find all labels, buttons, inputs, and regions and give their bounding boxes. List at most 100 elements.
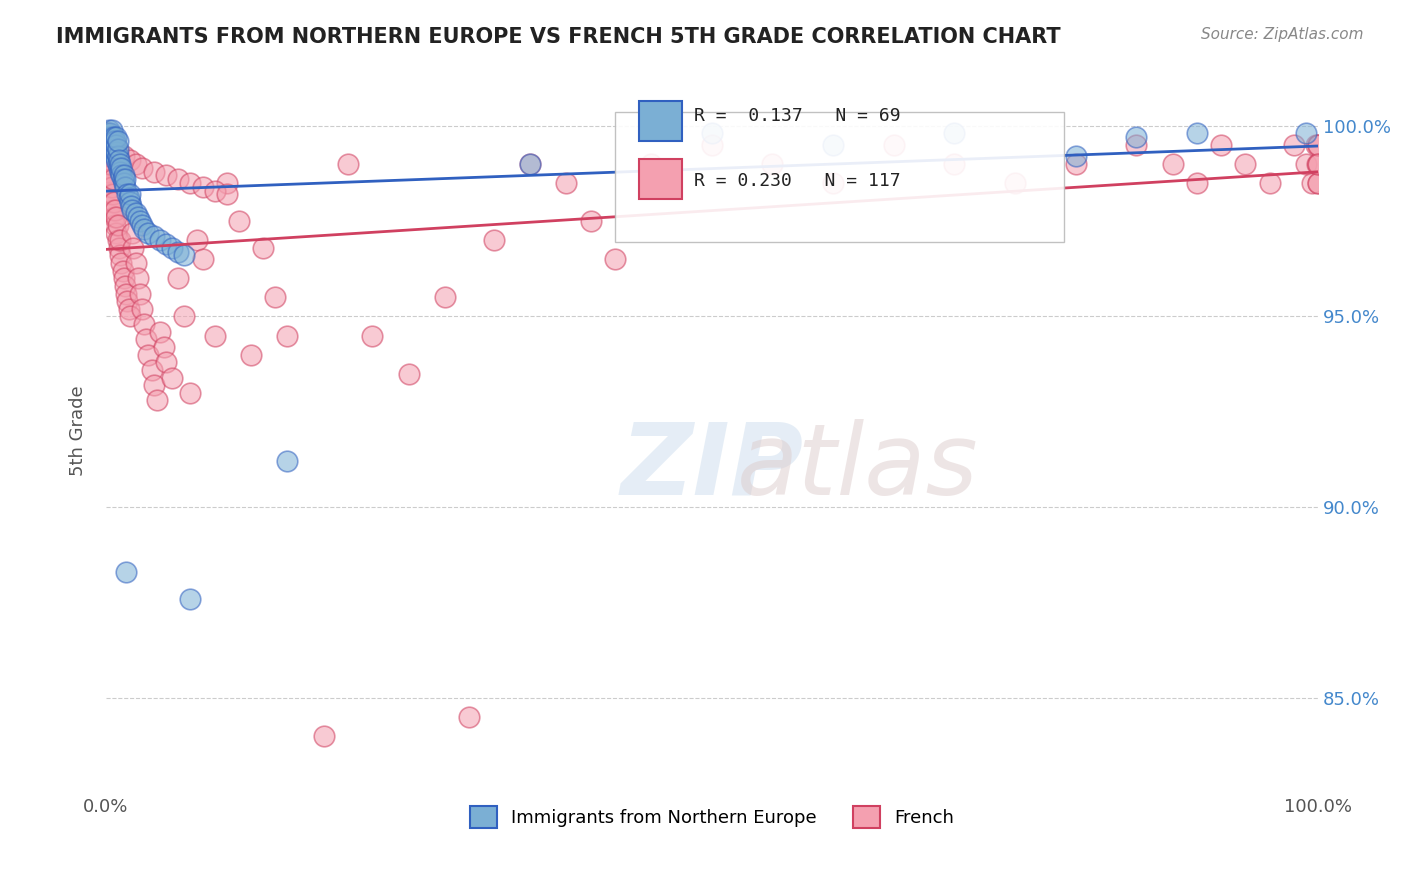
Point [98, 164, 121, 178]
Point [1306, 137, 1329, 152]
Point [125, 206, 148, 220]
Point [96, 134, 118, 148]
Point [107, 145, 129, 160]
Point [105, 137, 128, 152]
Point [131, 161, 153, 175]
Point [603, 252, 626, 267]
Point [103, 137, 125, 152]
Point [100, 127, 122, 141]
Point [215, 187, 238, 202]
Point [107, 142, 129, 156]
Point [761, 157, 783, 171]
Point [1185, 176, 1208, 190]
Point [97, 134, 120, 148]
Point [128, 286, 150, 301]
Point [228, 214, 250, 228]
Point [110, 256, 132, 270]
Point [1301, 176, 1323, 190]
Point [134, 221, 156, 235]
Point [700, 137, 723, 152]
Point [114, 179, 136, 194]
Point [264, 290, 287, 304]
Point [191, 179, 214, 194]
Point [167, 172, 190, 186]
Point [105, 153, 128, 167]
Point [104, 149, 127, 163]
Point [100, 157, 122, 171]
Point [823, 137, 845, 152]
Point [105, 130, 128, 145]
Point [186, 233, 208, 247]
Point [112, 176, 135, 190]
Point [883, 137, 905, 152]
Point [111, 263, 134, 277]
Point [173, 310, 195, 324]
Point [179, 176, 201, 190]
Point [1161, 157, 1184, 171]
Point [101, 142, 124, 156]
Point [179, 385, 201, 400]
Point [121, 226, 143, 240]
Point [276, 328, 298, 343]
Point [240, 348, 263, 362]
Point [943, 127, 966, 141]
Point [1234, 157, 1257, 171]
Point [136, 348, 159, 362]
Point [1064, 157, 1087, 171]
Point [1295, 127, 1317, 141]
Point [1306, 157, 1329, 171]
Point [149, 325, 172, 339]
Point [101, 187, 124, 202]
Point [101, 202, 124, 217]
Point [100, 172, 122, 186]
Point [117, 294, 139, 309]
Point [118, 187, 141, 202]
Point [458, 710, 481, 724]
Point [1306, 176, 1329, 190]
Point [112, 169, 135, 183]
Point [104, 218, 127, 232]
Point [434, 290, 457, 304]
Point [1308, 137, 1330, 152]
Text: R = 0.230   N = 117: R = 0.230 N = 117 [693, 172, 900, 190]
Point [100, 142, 122, 156]
Point [100, 137, 122, 152]
Point [141, 363, 163, 377]
Point [179, 591, 201, 606]
Point [100, 142, 122, 156]
Point [105, 211, 128, 225]
Point [134, 317, 156, 331]
Point [100, 179, 122, 194]
Point [121, 202, 143, 217]
Point [579, 214, 602, 228]
Point [555, 176, 578, 190]
Point [149, 233, 172, 247]
Point [107, 149, 129, 163]
Point [98, 137, 121, 152]
Text: ZIP: ZIP [620, 418, 803, 516]
Point [100, 187, 122, 202]
Point [97, 127, 120, 141]
Point [103, 211, 125, 225]
Point [96, 127, 118, 141]
Point [103, 130, 125, 145]
Point [1305, 137, 1327, 152]
Point [117, 187, 139, 202]
Point [117, 191, 139, 205]
Point [155, 169, 177, 183]
Point [97, 130, 120, 145]
Point [143, 164, 166, 178]
Point [114, 172, 136, 186]
Point [118, 153, 141, 167]
Point [155, 237, 177, 252]
Point [131, 218, 153, 232]
Point [96, 142, 118, 156]
Point [1282, 137, 1305, 152]
Point [1211, 137, 1233, 152]
Point [110, 161, 132, 175]
Point [1258, 176, 1281, 190]
Point [162, 241, 184, 255]
Point [108, 248, 131, 262]
Point [105, 145, 128, 160]
Point [100, 134, 122, 148]
